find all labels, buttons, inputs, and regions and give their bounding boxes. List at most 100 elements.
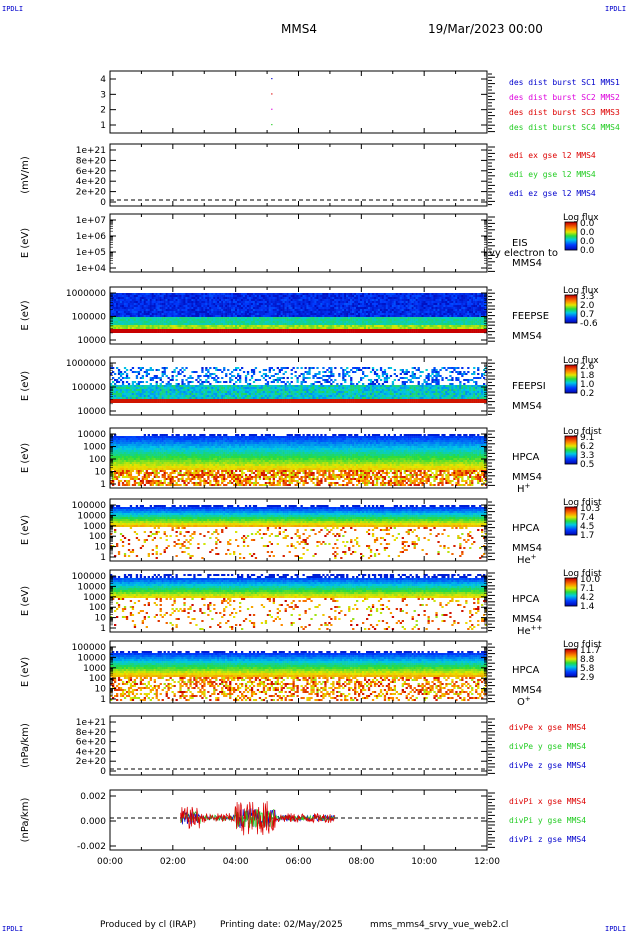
spectrogram-cell (397, 325, 400, 327)
spectrogram-cell (419, 329, 422, 331)
spectrogram-cell (133, 389, 137, 391)
spectrogram-cell (268, 305, 271, 307)
spectrogram-cell (318, 329, 321, 331)
spectrogram-cell (369, 331, 373, 333)
spectrogram-cell (149, 315, 152, 317)
spectrogram-cell (171, 297, 174, 299)
spectrogram-cell (139, 377, 143, 379)
spectrogram-cell (467, 331, 470, 333)
spectrogram-cell (171, 329, 174, 331)
spectrogram-cell (316, 303, 319, 305)
spectrogram-cell (157, 385, 160, 387)
spectrogram-cell (116, 299, 119, 301)
spectrogram-cell (350, 329, 353, 331)
spectrogram-cell (366, 307, 369, 309)
spectrogram-cell (125, 299, 129, 301)
spectrogram-cell (231, 401, 234, 403)
spectrogram-cell (401, 299, 404, 301)
spectrogram-cell (225, 327, 228, 329)
spectrogram-cell (286, 319, 289, 321)
spectrogram-cell (338, 303, 341, 305)
spectrogram-cell (165, 393, 168, 395)
spectrogram-cell (242, 331, 246, 333)
spectrogram-cell (183, 331, 186, 333)
spectrogram-cell (179, 331, 182, 333)
spectrogram-cell (163, 401, 166, 403)
spectrogram-cell (165, 329, 168, 331)
spectrogram-cell (437, 295, 440, 297)
spectrogram-cell (246, 295, 250, 297)
spectrogram-cell (116, 393, 119, 395)
spectrogram-cell (395, 329, 398, 331)
spectrogram-cell (153, 311, 156, 313)
spectrogram-cell (443, 325, 446, 327)
spectrogram-cell (371, 299, 375, 301)
spectrogram-cell (211, 385, 214, 387)
spectrogram-cell (171, 399, 174, 401)
spectrogram-cell (137, 401, 141, 403)
spectrogram-cell (215, 385, 218, 387)
spectrogram-cell (121, 303, 125, 305)
spectrogram-cell (298, 301, 301, 303)
spectrogram-cell (197, 375, 200, 377)
spectrogram-cell (260, 319, 264, 321)
spectrogram-cell (385, 327, 389, 329)
spectrogram-cell (163, 315, 166, 317)
spectrogram-cell (477, 313, 480, 315)
spectrogram-cell (129, 313, 133, 315)
spectrogram-cell (201, 317, 204, 319)
spectrogram-cell (449, 305, 452, 307)
spectrogram-cell (409, 315, 412, 317)
spectrogram-cell (155, 299, 158, 301)
spectrogram-cell (241, 301, 244, 303)
spectrogram-cell (114, 327, 117, 329)
spectrogram-cell (324, 327, 327, 329)
spectrogram-cell (469, 313, 472, 315)
spectrogram-cell (346, 303, 349, 305)
spectrogram-cell (244, 311, 248, 313)
spectrogram-cell (143, 389, 146, 391)
spectrogram-cell (405, 311, 408, 313)
spectrogram-cell (114, 385, 117, 387)
spectrogram-cell (447, 315, 450, 317)
spectrogram-cell (389, 323, 393, 325)
spectrogram-cell (110, 367, 113, 369)
spectrogram-cell (425, 307, 428, 309)
spectrogram-cell (324, 325, 327, 327)
spectrogram-cell (443, 307, 446, 309)
spectrogram-cell (201, 293, 204, 295)
spectrogram-cell (481, 309, 484, 311)
spectrogram-cell (381, 315, 385, 317)
spectrogram-cell (270, 313, 273, 315)
spectrogram-cell (371, 329, 375, 331)
spectrogram-cell (179, 401, 182, 403)
spectrogram-cell (338, 295, 341, 297)
spectrogram-cell (155, 397, 158, 399)
spectrogram-cell (153, 401, 156, 403)
spectrogram-cell (207, 301, 210, 303)
spectrogram-cell (278, 327, 281, 329)
spectrogram-cell (169, 379, 172, 381)
spectrogram-cell (183, 387, 186, 389)
spectrogram-cell (358, 297, 361, 299)
spectrogram-cell (205, 369, 208, 371)
spectrogram-cell (292, 321, 295, 323)
spectrogram-cell (116, 331, 119, 333)
spectrogram-cell (161, 397, 164, 399)
spectrogram-cell (260, 295, 264, 297)
overlay-text: l vy electron to (483, 248, 558, 259)
spectrogram-cell (284, 301, 287, 303)
spectrogram-cell (455, 307, 458, 309)
spectrogram-cell (177, 399, 180, 401)
spectrogram-cell (429, 317, 432, 319)
spectrogram-cell (137, 383, 141, 385)
spectrogram-cell (312, 311, 315, 313)
spectrogram-cell (161, 297, 164, 299)
spectrogram-cell (326, 307, 329, 309)
spectrogram-cell (312, 301, 315, 303)
spectrogram-cell (280, 305, 283, 307)
spectrogram-cell (270, 321, 273, 323)
spectrogram-cell (310, 299, 313, 301)
spectrogram-cell (352, 317, 355, 319)
spectrogram-cell (278, 299, 281, 301)
